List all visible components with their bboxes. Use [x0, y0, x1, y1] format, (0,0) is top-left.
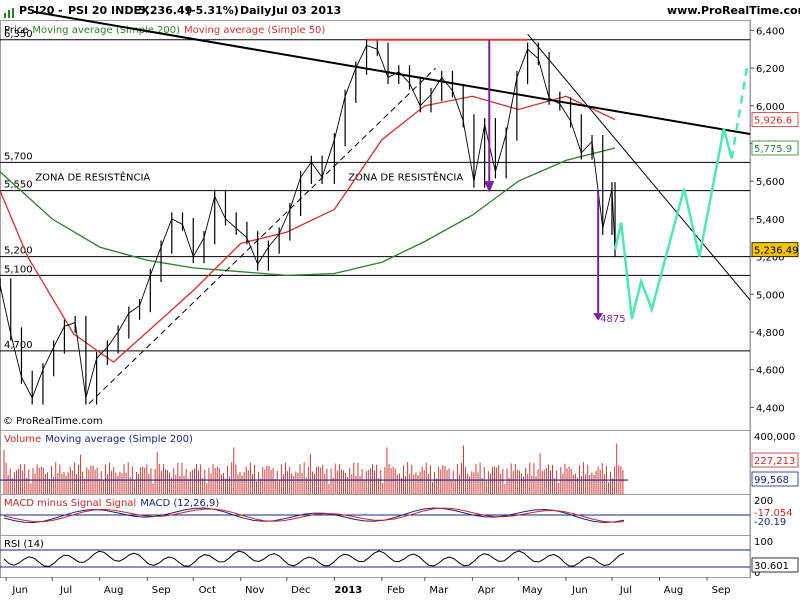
support-trendline-dashed — [88, 67, 436, 404]
y-tick-label: 6,400 — [756, 26, 785, 37]
volume-value-label: 227,213 — [754, 456, 795, 467]
x-tick-label: Jun — [571, 585, 588, 596]
horizontal-level-label: 5,700 — [4, 151, 33, 162]
price-value-label: 5,926.6 — [754, 116, 792, 127]
horizontal-level-label: 5,550 — [4, 180, 33, 191]
macd-legend-2: MACD (12,26,9) — [140, 498, 219, 509]
y-tick-label: 6,000 — [756, 102, 785, 113]
y-tick-label: 5,400 — [756, 215, 785, 226]
volume-value-box — [751, 471, 799, 487]
price-value-box — [751, 112, 799, 128]
horizontal-level-label: 5,200 — [4, 246, 33, 257]
y-tick-label: 5,200 — [756, 253, 785, 264]
x-tick-label: Sep — [712, 585, 731, 596]
x-tick-label: Nov — [245, 585, 265, 596]
main-legend-2: Moving average (Simple 50) — [184, 25, 325, 36]
macd-y-tick: 200 — [754, 496, 773, 507]
resistance-zone-label: ZONA DE RESISTÊNCIA — [348, 170, 463, 183]
x-tick-label: Jul — [59, 585, 72, 596]
y-tick-label: 4,400 — [756, 403, 785, 414]
rsi-legend: RSI (14) — [4, 539, 44, 550]
symbol-separator: - — [58, 4, 63, 17]
macd-value-label: -20.19 — [754, 517, 786, 528]
rsi-line — [3, 550, 625, 568]
short-term-down-trendline — [527, 33, 751, 301]
volume-legend-0: Volume — [4, 434, 41, 445]
chart-date: Jul 03 2013 — [272, 4, 342, 17]
x-tick-label: Apr — [478, 585, 496, 596]
chart-icon — [3, 4, 15, 18]
panel-frame-0 — [0, 20, 751, 431]
main-legend-1: Moving average (Simple 200) — [32, 25, 180, 36]
x-tick-label: 2013 — [334, 585, 362, 596]
horizontal-level-label: 4,700 — [4, 340, 33, 351]
panel-frame-3 — [0, 535, 751, 578]
y-tick-label: 4,600 — [756, 366, 785, 377]
y-tick-label: 5,600 — [756, 177, 785, 188]
volume-value-box — [751, 452, 799, 468]
measured-move-arrowhead-2 — [593, 313, 604, 321]
x-tick-label: Jul — [619, 585, 632, 596]
site-url: www.ProRealTime.com — [667, 4, 800, 17]
horizontal-level-label: 5,100 — [4, 264, 33, 275]
price-value-box — [751, 242, 799, 258]
chart-header: PSI20 - PSI 20 INDEX 5,236.49 (-5.31%) D… — [0, 0, 800, 20]
x-tick-label: May — [522, 585, 543, 596]
macd-legend-0: MACD minus Signal — [4, 498, 101, 509]
price-line — [0, 44, 616, 400]
macd-signal-line — [3, 507, 625, 523]
sma50-line — [0, 95, 616, 363]
period: Daily — [240, 4, 272, 17]
target-label: 4875 — [600, 314, 625, 325]
rsi-y-tick-bottom: 0 — [754, 568, 760, 579]
volume-legend-1: Moving average (Simple 200) — [45, 434, 193, 445]
x-tick-label: Mar — [429, 585, 449, 596]
x-tick-label: Jun — [11, 585, 28, 596]
projection-path-dashed — [730, 67, 749, 159]
measured-move-arrowhead-1 — [484, 181, 495, 193]
x-tick-label: Oct — [199, 585, 216, 596]
sma200-line — [0, 147, 616, 277]
volume-y-tick: 400,000 — [754, 432, 795, 443]
y-tick-label: 4,800 — [756, 328, 785, 339]
macd-legend-1: Signal — [105, 498, 136, 509]
x-tick-label: Dec — [291, 585, 310, 596]
price-change: (-5.31%) — [186, 4, 239, 17]
rsi-y-tick-top: 100 — [754, 537, 773, 548]
price-value-box — [751, 140, 799, 156]
x-tick-label: Feb — [387, 585, 405, 596]
horizontal-level-label: 6,350 — [4, 29, 33, 40]
projection-path — [613, 128, 733, 320]
long-term-resistance-line — [32, 10, 751, 136]
rsi-value-label: 30.601 — [754, 561, 789, 572]
x-tick-label: Aug — [104, 585, 124, 596]
y-tick-label: 6,200 — [756, 64, 785, 75]
instrument-name: PSI 20 INDEX — [68, 4, 150, 17]
last-price: 5,236.49 — [138, 4, 193, 17]
x-tick-label: Aug — [664, 585, 684, 596]
x-tick-label: Sep — [152, 585, 171, 596]
resistance-zone-label: ZONA DE RESISTÊNCIA — [35, 170, 150, 183]
rsi-value-box — [751, 557, 799, 573]
volume-value-label: 99,568 — [754, 475, 789, 486]
macd-line — [3, 507, 625, 524]
y-tick-label: 5,000 — [756, 290, 785, 301]
price-value-label: 5,775.9 — [754, 144, 792, 155]
price-value-label: 5,236.49 — [754, 246, 799, 257]
macd-value-label: -17.054 — [754, 508, 793, 519]
watermark: © ProRealTime.com — [3, 416, 103, 427]
main-legend-0: Price — [4, 25, 28, 36]
